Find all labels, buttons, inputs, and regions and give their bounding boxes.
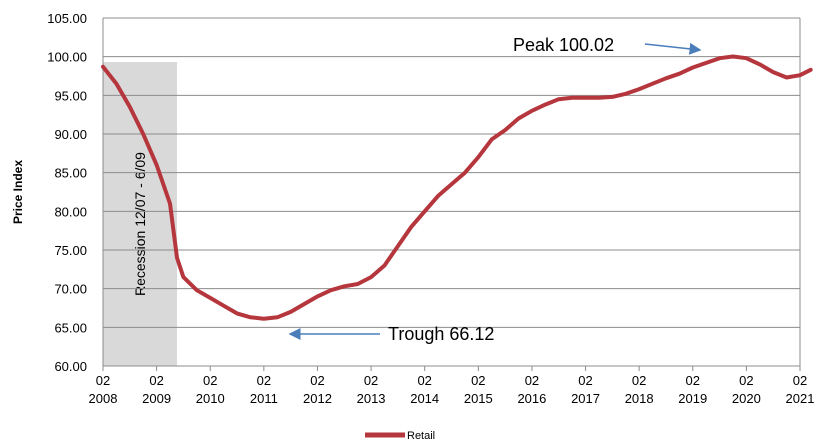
y-tick-label: 65.00: [54, 320, 87, 335]
y-tick-label: 85.00: [54, 166, 87, 181]
y-tick-label: 75.00: [54, 243, 87, 258]
x-tick-label: 02 2015: [464, 373, 493, 406]
x-tick-label: 02 2009: [142, 373, 171, 406]
x-tick-label: 02 2013: [357, 373, 386, 406]
annotation-arrow: [644, 42, 702, 55]
x-tick-label: 02 2010: [196, 373, 225, 406]
y-tick-label: 90.00: [54, 127, 87, 142]
annotation: Peak 100.02: [513, 35, 614, 55]
x-tick-label: 02 2019: [678, 373, 707, 406]
x-tick-label: 02 2011: [250, 373, 278, 406]
y-tick-label: 100.00: [47, 50, 87, 65]
y-axis-label: Price Index: [11, 160, 25, 224]
y-tick-label: 60.00: [54, 359, 87, 374]
y-tick-label: 70.00: [54, 282, 87, 297]
x-tick-label: 02 2012: [303, 373, 332, 406]
x-tick-label: 02 2021: [786, 373, 815, 406]
recession-label: Recession 12/07 - 6/09: [132, 152, 148, 296]
x-tick-label: 02 2008: [89, 373, 118, 406]
series-line: [101, 54, 813, 321]
y-tick-label: 95.00: [54, 88, 87, 103]
legend-label: Retail: [407, 430, 435, 442]
x-tick-label: 02 2014: [410, 373, 439, 406]
x-tick-label: 02 2017: [571, 373, 600, 406]
recession-band: [103, 62, 177, 366]
y-tick-label: 105.00: [47, 11, 87, 26]
y-tick-label: 80.00: [54, 204, 87, 219]
x-tick-label: 02 2016: [517, 373, 546, 406]
annotation: Trough 66.12: [388, 324, 494, 344]
x-tick-label: 02 2020: [732, 373, 761, 406]
x-tick-label: 02 2018: [625, 373, 654, 406]
